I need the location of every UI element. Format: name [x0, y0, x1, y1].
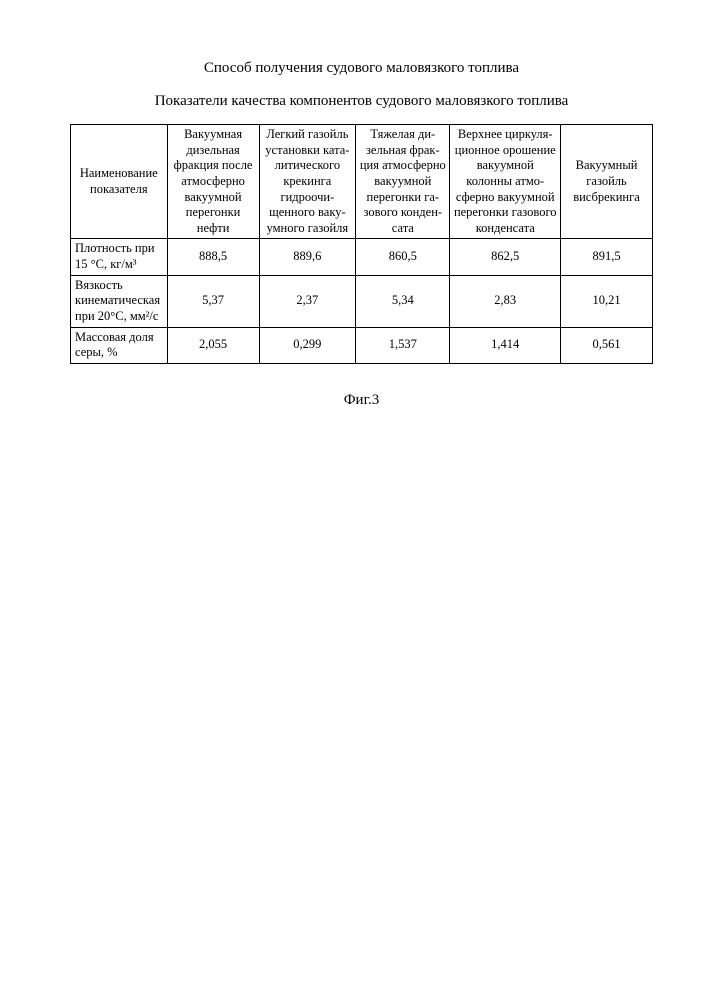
cell: 1,414 — [450, 327, 561, 363]
cell: 860,5 — [356, 239, 450, 275]
cell: 2,37 — [259, 275, 356, 327]
table-row: Массовая доля серы, % 2,055 0,299 1,537 … — [71, 327, 653, 363]
page-title: Способ получения судового маловязкого то… — [70, 60, 653, 77]
col-header-5: Вакуумный газойль висбрекинга — [561, 125, 653, 239]
table-header-row: Наименование показателя Вакуумная дизель… — [71, 125, 653, 239]
cell: 888,5 — [167, 239, 259, 275]
quality-table: Наименование показателя Вакуумная дизель… — [70, 124, 653, 364]
figure-label: Фиг.3 — [70, 392, 653, 409]
col-header-0: Наименование показателя — [71, 125, 168, 239]
table-subtitle: Показатели качества компонентов судового… — [70, 93, 653, 110]
cell: 891,5 — [561, 239, 653, 275]
cell: 0,299 — [259, 327, 356, 363]
cell: 1,537 — [356, 327, 450, 363]
table-row: Плотность при 15 °C, кг/м³ 888,5 889,6 8… — [71, 239, 653, 275]
col-header-3: Тяжелая ди­зельная фрак­ция атмосфер­но … — [356, 125, 450, 239]
cell: 0,561 — [561, 327, 653, 363]
row-label: Плотность при 15 °C, кг/м³ — [71, 239, 168, 275]
cell: 10,21 — [561, 275, 653, 327]
cell: 5,37 — [167, 275, 259, 327]
cell: 2,83 — [450, 275, 561, 327]
cell: 5,34 — [356, 275, 450, 327]
cell: 889,6 — [259, 239, 356, 275]
cell: 862,5 — [450, 239, 561, 275]
row-label: Массовая доля серы, % — [71, 327, 168, 363]
col-header-2: Легкий газойль установки ката­литическог… — [259, 125, 356, 239]
cell: 2,055 — [167, 327, 259, 363]
col-header-4: Верхнее циркуля­ционное ороше­ние вакуум… — [450, 125, 561, 239]
table-row: Вязкость кинема­тическая при 20°C, мм²/c… — [71, 275, 653, 327]
row-label: Вязкость кинема­тическая при 20°C, мм²/c — [71, 275, 168, 327]
col-header-1: Вакуумная дизельная фракция после атмосф… — [167, 125, 259, 239]
